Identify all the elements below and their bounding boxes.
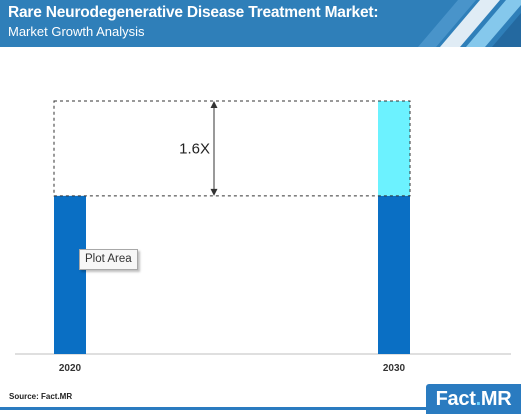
page-subtitle: Market Growth Analysis bbox=[8, 24, 145, 39]
header-banner: Rare Neurodegenerative Disease Treatment… bbox=[0, 0, 521, 47]
growth-multiplier-label: 1.6X bbox=[179, 140, 210, 157]
header-stripes-decoration bbox=[418, 0, 521, 47]
factmr-logo: Fact.MR bbox=[426, 384, 521, 414]
bar-2020-base bbox=[54, 195, 86, 354]
bar-2030-base bbox=[378, 195, 410, 354]
bar-2030-growth bbox=[378, 101, 410, 196]
arrow-head-up bbox=[210, 101, 218, 108]
growth-chart: 1.6X 2020 2030 bbox=[15, 100, 511, 374]
growth-dashed-box bbox=[53, 100, 411, 197]
arrow-head-down bbox=[210, 188, 218, 196]
x-tick-label-2020: 2020 bbox=[59, 363, 82, 374]
x-tick-label-2030: 2030 bbox=[383, 363, 406, 374]
plot-area-tooltip: Plot Area bbox=[79, 249, 138, 270]
footer-rule bbox=[0, 407, 426, 410]
page-title: Rare Neurodegenerative Disease Treatment… bbox=[8, 4, 379, 21]
source-note: Source: Fact.MR bbox=[9, 392, 73, 401]
